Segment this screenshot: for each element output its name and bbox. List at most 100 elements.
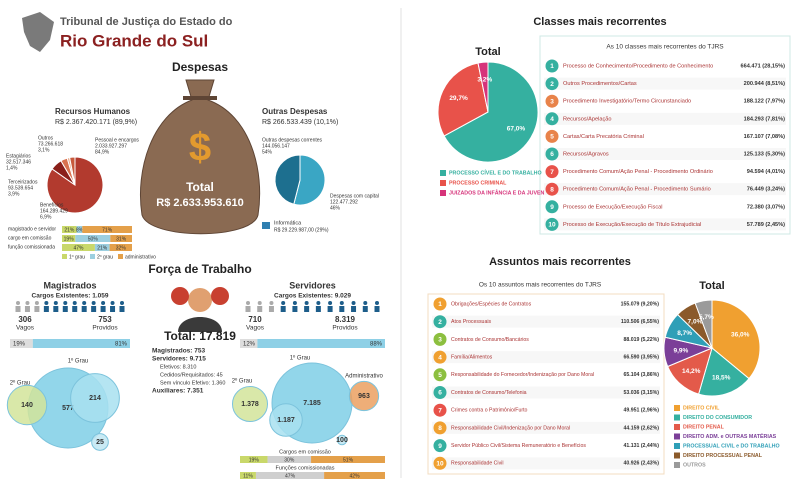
slice-pct: 46% bbox=[330, 205, 341, 211]
bar-label: 88% bbox=[370, 342, 383, 348]
bubble-label: 1.378 bbox=[241, 401, 259, 408]
people-icon bbox=[280, 306, 286, 312]
block-subtitle: Cargos Existentes: 9.029 bbox=[274, 293, 351, 300]
total-line: Sem vínculo Efetivo: 1.360 bbox=[160, 380, 225, 386]
list-row bbox=[544, 200, 786, 213]
people-icon bbox=[34, 301, 39, 305]
list-row bbox=[544, 130, 786, 143]
bar-segment bbox=[109, 244, 132, 251]
bar-segment bbox=[82, 226, 132, 233]
bar-label: 21% bbox=[97, 245, 108, 251]
slice-amount: 164.289.429 bbox=[40, 208, 68, 214]
rank-number: 9 bbox=[550, 204, 554, 211]
rank-number: 2 bbox=[550, 81, 554, 88]
legend-swatch bbox=[440, 190, 446, 196]
legend-label: DIREITO PROCESSUAL PENAL bbox=[683, 453, 763, 459]
bar-segment bbox=[240, 456, 268, 463]
slice-label: 36,0% bbox=[731, 331, 750, 338]
rank-number: 10 bbox=[548, 222, 556, 229]
item-value: 76.449 (3,24%) bbox=[747, 187, 785, 193]
count-label: Providos bbox=[92, 325, 118, 332]
people-icon bbox=[257, 306, 263, 312]
rank-badge bbox=[433, 439, 447, 453]
item-label: Atos Processuais bbox=[451, 319, 491, 325]
bubble bbox=[91, 433, 109, 451]
bar-label: 32% bbox=[116, 245, 127, 251]
people-icon bbox=[339, 301, 344, 305]
rank-badge bbox=[545, 182, 559, 196]
count-label: Providos bbox=[332, 325, 358, 332]
people-icon bbox=[374, 306, 380, 312]
people-icon bbox=[72, 301, 77, 305]
pie-slice bbox=[437, 62, 489, 137]
people-icon bbox=[81, 306, 87, 312]
people-icon bbox=[246, 301, 250, 305]
bar-segment bbox=[255, 472, 325, 479]
bar-segment bbox=[240, 472, 256, 479]
group-label: 1º Grau bbox=[68, 358, 89, 365]
people-icon bbox=[362, 306, 368, 312]
item-label: Procedimento Comum/Ação Penal - Procedim… bbox=[563, 187, 711, 193]
bar-label: 47% bbox=[73, 245, 84, 251]
legend-label: DIREITO DO CONSUMIDOR bbox=[683, 415, 752, 421]
slice-name: Outras despesas correntes bbox=[262, 137, 323, 143]
slice-pct: 6,9% bbox=[40, 214, 52, 220]
rank-number: 7 bbox=[550, 169, 554, 176]
item-label: Responsabilidade Civil bbox=[451, 461, 503, 467]
item-label: Crimes contra o Patrimônio/Furto bbox=[451, 408, 528, 414]
count: 8.319 bbox=[335, 315, 356, 324]
bar-segment bbox=[10, 339, 33, 348]
rank-number: 10 bbox=[436, 461, 444, 468]
pie-slice bbox=[711, 299, 761, 380]
legend-swatch bbox=[674, 414, 680, 421]
header-title: Tribunal de Justiça do Estado do bbox=[60, 16, 233, 28]
bar-label: 31% bbox=[116, 236, 127, 242]
rank-badge bbox=[433, 368, 447, 382]
legend-swatch bbox=[674, 433, 680, 440]
slice-name: Despesas com capital bbox=[330, 193, 379, 199]
bar-label: 19% bbox=[13, 342, 26, 348]
bubble-label: 100 bbox=[336, 437, 348, 444]
slice-name: Pessoal e encargos bbox=[95, 137, 139, 143]
group-label: 2º Grau bbox=[232, 378, 253, 385]
people-icon bbox=[62, 306, 68, 312]
bubble bbox=[336, 434, 348, 446]
bar-label: 11% bbox=[243, 473, 253, 479]
slice-pct: 54% bbox=[262, 149, 273, 155]
slice-pct: 3,9% bbox=[8, 191, 20, 197]
rank-badge bbox=[545, 77, 559, 91]
dollar-sign: $ bbox=[189, 126, 211, 170]
note-title: Informática bbox=[274, 220, 302, 226]
pie-slice bbox=[293, 154, 326, 206]
people-icon bbox=[292, 301, 297, 305]
item-value: 44.159 (2,62%) bbox=[624, 425, 660, 431]
people-icon bbox=[101, 301, 106, 305]
people-icon bbox=[268, 306, 274, 312]
item-label: Servidor Público Civil/Sistema Remunerat… bbox=[451, 443, 586, 449]
rank-number: 7 bbox=[438, 407, 442, 414]
list-title: As 10 classes mais recorrentes do TJRS bbox=[606, 44, 724, 51]
people-icon bbox=[316, 301, 321, 305]
block-amount: R$ 266.533.439 (10,1%) bbox=[262, 119, 338, 126]
item-value: 110.506 (6,55%) bbox=[621, 319, 659, 325]
slice-label: 5,7% bbox=[699, 314, 714, 321]
rank-badge bbox=[433, 332, 447, 346]
bar-segment bbox=[94, 244, 110, 251]
rank-number: 6 bbox=[550, 151, 554, 158]
money-bag bbox=[139, 79, 261, 235]
item-value: 664.471 (28,15%) bbox=[741, 63, 786, 69]
bar-segment bbox=[75, 235, 111, 242]
rank-number: 8 bbox=[438, 425, 442, 432]
person-head bbox=[211, 287, 229, 305]
rank-badge bbox=[545, 129, 559, 143]
header-subtitle: Rio Grande do Sul bbox=[60, 31, 208, 50]
rank-number: 1 bbox=[550, 63, 554, 70]
item-value: 65.104 (3,86%) bbox=[624, 372, 660, 378]
people-icon bbox=[24, 306, 30, 312]
slice-pct: 1,4% bbox=[6, 165, 18, 171]
item-value: 188.122 (7,97%) bbox=[744, 99, 785, 105]
pie-slice bbox=[477, 61, 489, 113]
legend-label: 1º grau bbox=[69, 254, 85, 260]
legend-label: PROCESSUAL CIVIL e DO TRABALHO bbox=[683, 443, 780, 449]
total-line: Magistrados: 753 bbox=[152, 348, 205, 355]
